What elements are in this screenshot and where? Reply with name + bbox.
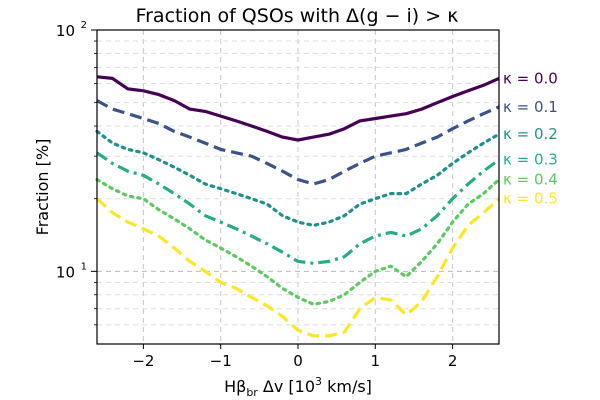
chart-title: Fraction of QSOs with Δ(g − i) > κ (136, 5, 459, 27)
series-line (96, 99, 500, 186)
series-line (96, 151, 500, 265)
series-line (95, 178, 501, 306)
series-label: κ = 0.0 (503, 69, 558, 87)
y-tick-label-exponent: 2 (81, 20, 87, 31)
series-label: κ = 0.3 (503, 151, 558, 169)
x-axis-label-sup: 3 (315, 375, 322, 388)
x-axis-label: Hβbr Δv [103 km/s] (224, 375, 372, 399)
x-tick-label: 2 (448, 352, 458, 370)
x-axis-label-end: km/s] (322, 377, 372, 396)
series-line (95, 129, 501, 227)
y-axis-label: Fraction [%] (33, 139, 52, 236)
x-tick-label: 0 (293, 352, 303, 370)
y-tick-label: 10 (56, 263, 75, 281)
x-tick-label: −1 (210, 352, 232, 370)
series-line (96, 75, 500, 142)
x-axis-label-sub: br (246, 386, 258, 399)
axis-ticks: −2 −1 0 1 2 10 1 10 2 (56, 20, 457, 370)
series-lines (95, 75, 501, 338)
y-tick-label-exponent: 1 (81, 261, 87, 272)
x-axis-label-main: Hβ (224, 377, 246, 396)
series-label: κ = 0.5 (503, 190, 558, 208)
series-label: κ = 0.4 (503, 171, 558, 189)
x-axis-label-rest: Δv [10 (258, 377, 315, 396)
y-tick-label: 10 (56, 22, 75, 40)
x-tick-label: −2 (132, 352, 154, 370)
series-labels: κ = 0.0 κ = 0.1 κ = 0.2 κ = 0.3 κ = 0.4κ = 0… (503, 69, 558, 207)
x-tick-label: 1 (371, 352, 381, 370)
series-label: κ = 0.2 (503, 125, 558, 143)
series-line (95, 197, 501, 338)
series-label: κ = 0.1 (503, 98, 558, 116)
